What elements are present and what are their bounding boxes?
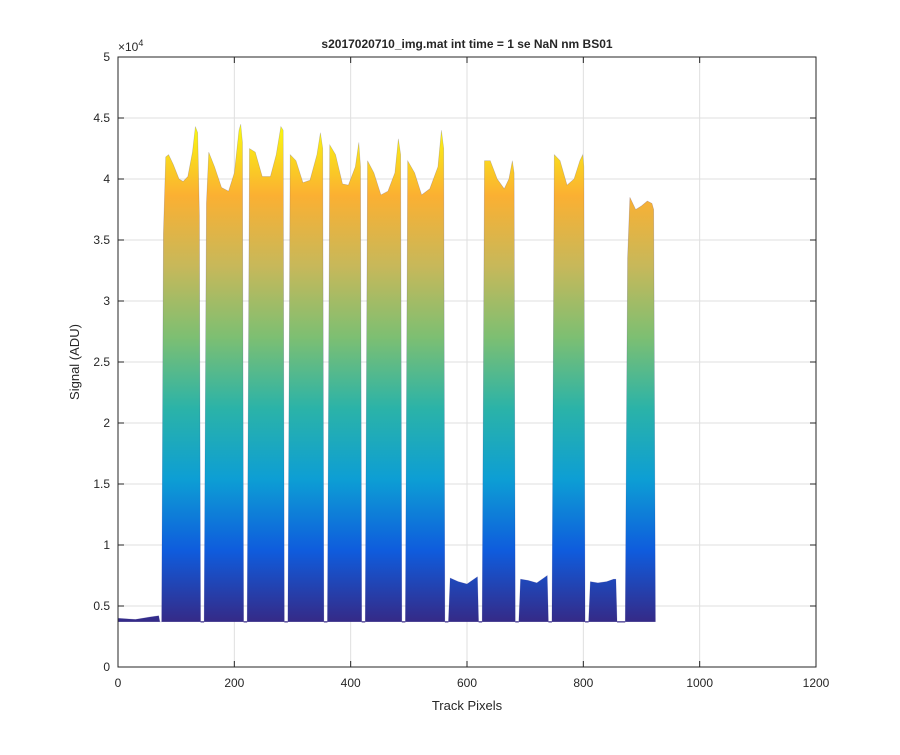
x-tick-label: 600 [457,676,477,690]
signal-outline [117,124,656,623]
y-axis-ticks: 0 0.5 1 1.5 2 2.5 3 3.5 4 4.5 5 [93,50,816,674]
y-exponent-base: ×10 [118,40,139,54]
y-tick-label: 0 [103,660,110,674]
y-tick-label: 3.5 [93,233,110,247]
x-tick-label: 200 [224,676,244,690]
y-exponent-label: ×104 [118,38,143,54]
y-tick-label: 2 [103,416,110,430]
y-exponent-power: 4 [138,38,143,48]
y-tick-label: 4.5 [93,111,110,125]
signal-area [118,124,656,622]
y-tick-label: 3 [103,294,110,308]
x-tick-label: 0 [115,676,122,690]
chart-title: s2017020710_img.mat int time = 1 se NaN … [321,37,612,51]
x-tick-label: 800 [573,676,593,690]
y-tick-label: 1.5 [93,477,110,491]
x-axis-ticks: 0 200 400 600 800 1000 1200 [115,57,830,690]
y-axis-label: Signal (ADU) [67,324,82,400]
y-tick-label: 0.5 [93,599,110,613]
x-tick-label: 1200 [803,676,830,690]
signal-area-series [117,124,656,623]
y-tick-label: 2.5 [93,355,110,369]
y-tick-label: 1 [103,538,110,552]
y-tick-label: 5 [103,50,110,64]
y-tick-label: 4 [103,172,110,186]
x-tick-label: 400 [341,676,361,690]
x-axis-label: Track Pixels [432,698,503,713]
x-tick-label: 1000 [686,676,713,690]
